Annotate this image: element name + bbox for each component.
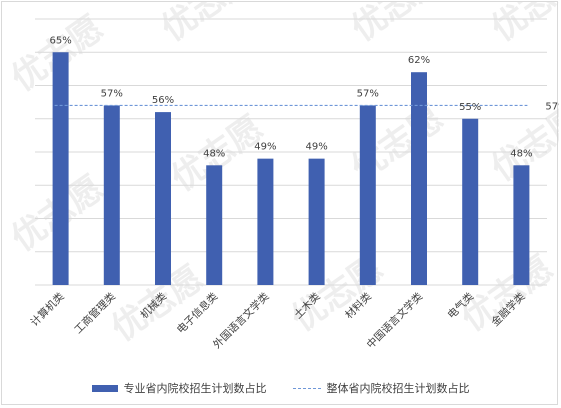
watermark-text: 优志愿	[154, 2, 260, 49]
bar	[462, 118, 479, 285]
reference-line-label: 57%	[545, 101, 559, 112]
bar	[155, 112, 171, 285]
legend-bar-swatch	[91, 384, 118, 392]
bar-value-label: 56%	[152, 95, 174, 106]
legend-item-series: 专业省内院校招生计划数占比	[91, 380, 267, 396]
bar-value-label: 55%	[459, 102, 481, 113]
x-tick-label: 计算机类	[28, 290, 67, 329]
bar	[513, 165, 530, 285]
bar-value-label: 49%	[254, 142, 276, 153]
legend-series-label: 专业省内院校招生计划数占比	[123, 382, 267, 395]
bar-value-label: 57%	[357, 88, 379, 99]
legend-overall-label: 整体省内院校招生计划数占比	[326, 382, 470, 395]
legend-item-overall: 整体省内院校招生计划数占比	[292, 380, 470, 396]
watermark-text: 优志愿	[344, 2, 450, 49]
gridlines	[35, 18, 547, 286]
bar-value-label: 65%	[49, 35, 71, 46]
watermark-text: 优志愿	[484, 2, 559, 49]
bar	[411, 72, 427, 285]
bar	[257, 158, 274, 285]
bar-value-label: 49%	[305, 142, 327, 153]
legend-line-swatch	[292, 387, 321, 389]
bar	[359, 105, 376, 285]
bars	[52, 52, 530, 285]
bar-value-label: 48%	[510, 148, 532, 159]
bar	[52, 52, 69, 285]
bar-value-label: 48%	[203, 148, 225, 159]
bar	[103, 105, 120, 285]
legend: 专业省内院校招生计划数占比 整体省内院校招生计划数占比	[2, 378, 559, 398]
bar	[206, 165, 223, 285]
reference-line-group: 57%	[54, 101, 559, 112]
value-labels: 65% 57% 56% 48% 49% 49% 57% 62% 55% 48%	[49, 35, 532, 159]
bar-value-label: 62%	[408, 55, 430, 66]
bar-value-label: 57%	[101, 88, 123, 99]
bar	[308, 158, 325, 285]
